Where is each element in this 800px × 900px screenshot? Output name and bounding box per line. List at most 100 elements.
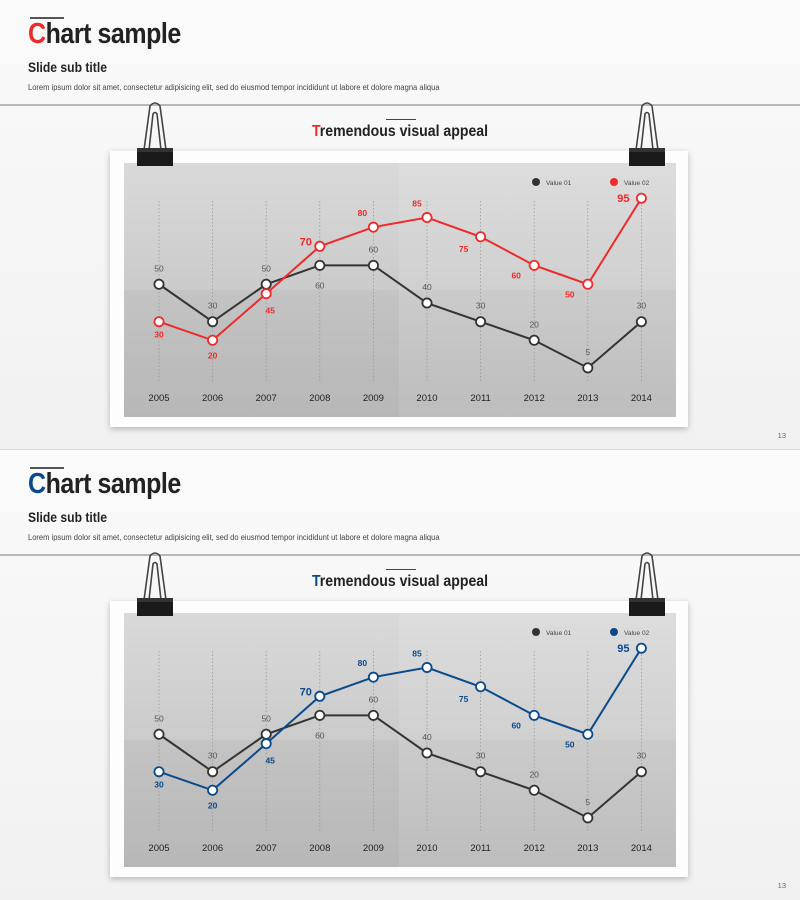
binder-clip-icon [629, 552, 665, 616]
legend-marker [610, 178, 618, 186]
data-point [528, 259, 540, 271]
series-line-value-01 [158, 714, 643, 820]
data-point [314, 259, 326, 271]
slide-body-text: Lorem ipsum dolor sit amet, consectetur … [28, 82, 440, 92]
legend-marker [610, 628, 618, 636]
slide-body-text: Lorem ipsum dolor sit amet, consectetur … [28, 532, 440, 542]
data-point [582, 278, 594, 290]
data-label: 30 [208, 301, 218, 311]
legend-marker [532, 628, 540, 636]
legend-label: Value 01 [546, 180, 572, 187]
data-label: 30 [154, 780, 164, 790]
data-label: 95 [617, 193, 629, 205]
data-label: 40 [422, 732, 432, 742]
data-point [582, 812, 594, 824]
data-point [260, 278, 272, 290]
x-tick-label: 2009 [363, 843, 384, 854]
data-label: 5 [585, 347, 590, 357]
header-rule [0, 104, 800, 106]
data-point [421, 297, 433, 309]
title-accent-bar [30, 467, 64, 469]
data-point [153, 766, 165, 778]
data-point [635, 766, 647, 778]
data-point [475, 681, 487, 693]
data-label: 85 [412, 199, 422, 209]
page-number: 13 [777, 881, 786, 890]
x-tick-label: 2009 [363, 393, 384, 404]
data-point [635, 642, 647, 654]
data-label: 20 [529, 319, 539, 329]
x-tick-label: 2005 [148, 393, 169, 404]
x-tick-label: 2008 [309, 393, 330, 404]
data-point [421, 662, 433, 674]
data-point [153, 316, 165, 328]
x-tick-label: 2014 [631, 843, 652, 854]
chart-title: Tremendous visual appeal [48, 573, 752, 591]
chart-title-initial: T [311, 573, 320, 590]
data-point [207, 766, 219, 778]
chart-title-bar [386, 119, 416, 120]
data-point [635, 316, 647, 328]
data-point [582, 362, 594, 374]
data-point [207, 784, 219, 796]
data-point [475, 316, 487, 328]
data-label: 20 [208, 350, 218, 360]
title-rest: hart sample [45, 468, 182, 500]
data-label: 80 [358, 658, 368, 668]
data-point [260, 288, 272, 300]
data-label: 70 [300, 686, 312, 698]
slide-subtitle: Slide sub title [28, 510, 107, 525]
chart-background [124, 163, 676, 417]
data-point [314, 690, 326, 702]
x-tick-label: 2013 [577, 393, 598, 404]
data-label: 50 [154, 713, 164, 723]
data-label: 45 [265, 756, 275, 766]
data-point [421, 747, 433, 759]
data-label: 75 [459, 694, 469, 704]
slide-subtitle: Slide sub title [28, 60, 107, 75]
binder-clip-icon [629, 102, 665, 166]
data-label: 50 [154, 263, 164, 273]
data-label: 50 [565, 739, 575, 749]
data-label: 85 [412, 649, 422, 659]
title-initial: C [28, 468, 46, 500]
series-line-value-02 [158, 197, 643, 342]
legend-label: Value 01 [546, 630, 572, 637]
data-label: 30 [476, 751, 486, 761]
data-point [260, 728, 272, 740]
data-label: 50 [565, 289, 575, 299]
legend-marker [532, 178, 540, 186]
data-label: 40 [422, 282, 432, 292]
chart-background [124, 613, 676, 867]
chart-title: Tremendous visual appeal [48, 123, 752, 141]
x-tick-label: 2008 [309, 843, 330, 854]
data-point [475, 231, 487, 243]
x-tick-label: 2005 [148, 843, 169, 854]
data-label: 30 [154, 330, 164, 340]
slide-title: Chart sample [28, 18, 181, 51]
x-tick-label: 2007 [256, 393, 277, 404]
x-tick-label: 2010 [416, 843, 437, 854]
header-rule [0, 554, 800, 556]
data-point [528, 784, 540, 796]
x-tick-label: 2011 [470, 843, 490, 854]
data-point [207, 316, 219, 328]
chart-title-initial: T [311, 123, 320, 140]
data-point [367, 221, 379, 233]
data-label: 60 [511, 720, 521, 730]
data-label: 5 [585, 797, 590, 807]
data-point [367, 671, 379, 683]
slide-title: Chart sample [28, 468, 181, 501]
binder-clip-icon [137, 102, 173, 166]
line-chart: 2005 2006 2007 2008 2009 2010 2011 2012 2013 2014… [124, 163, 676, 417]
data-label: 20 [529, 769, 539, 779]
data-label: 20 [208, 800, 218, 810]
data-label: 75 [459, 244, 469, 254]
legend-label: Value 02 [624, 180, 650, 187]
slide-2: Chart sample Slide sub title Lorem ipsum… [0, 450, 800, 900]
data-point [475, 766, 487, 778]
data-label: 30 [637, 751, 647, 761]
x-tick-label: 2014 [631, 393, 652, 404]
x-tick-label: 2011 [470, 393, 490, 404]
x-tick-label: 2013 [577, 843, 598, 854]
